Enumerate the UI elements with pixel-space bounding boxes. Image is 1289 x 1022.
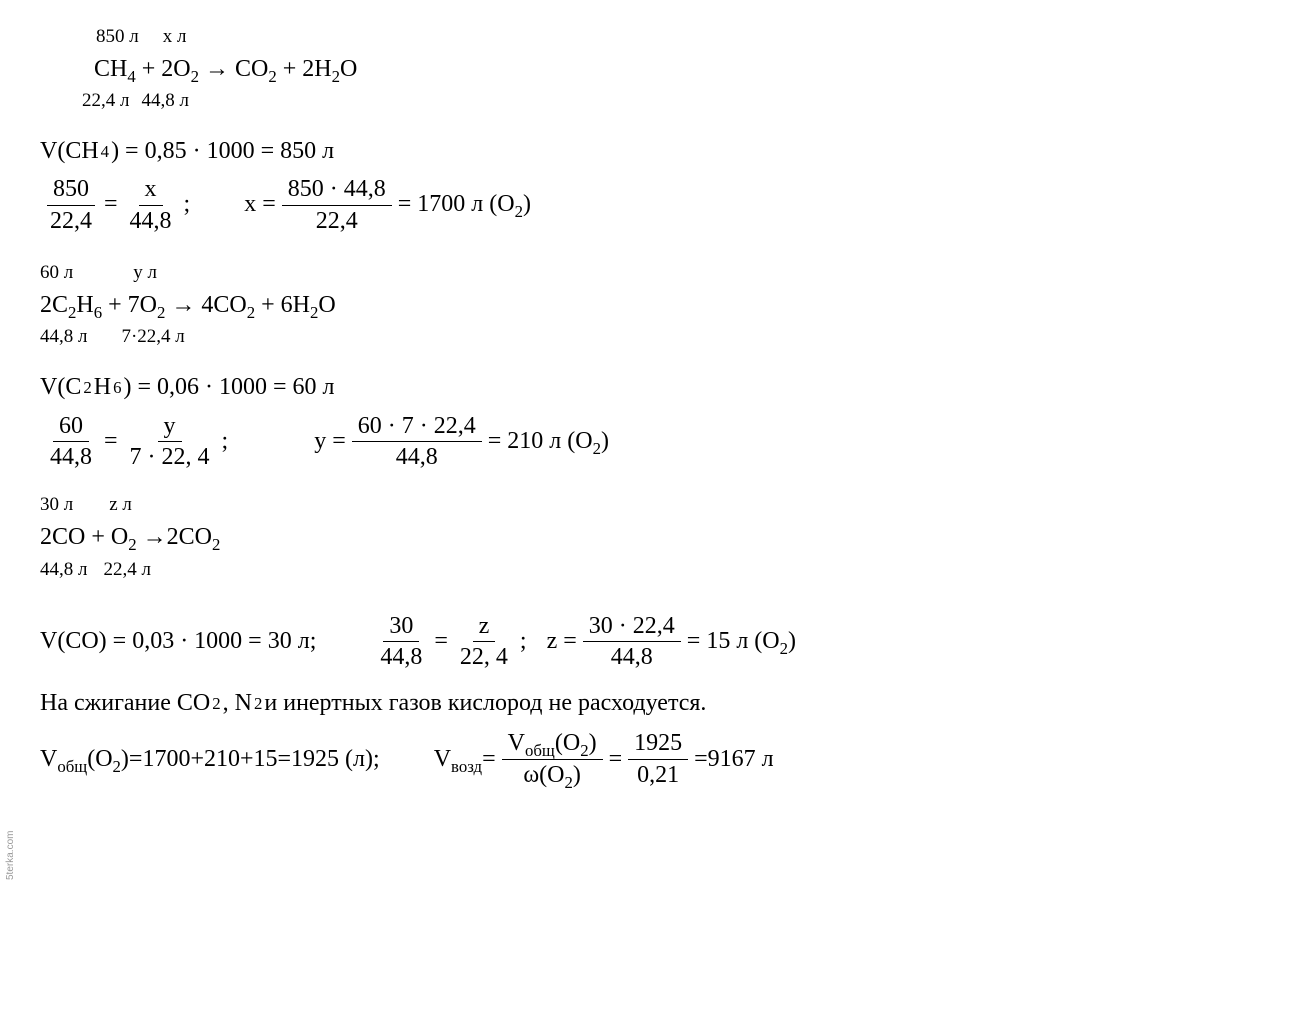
frac-z-2: z 22, 4 [454, 613, 514, 671]
frac-num: z [473, 613, 496, 642]
frac-num: 30 [383, 613, 419, 642]
eq2-top-v2: y л [133, 260, 157, 287]
v-total-o2: Vобщ(O2)=1700+210+15=1925 (л); [40, 743, 380, 777]
frac-y-2: y 7 · 22, 4 [124, 413, 216, 471]
eq1-top-v2: х л [163, 24, 187, 51]
eq3-top-v1: 30 л [40, 492, 73, 519]
frac-den: 44,8 [124, 206, 178, 234]
note-text: На сжигание CO2, N2 и инертных газов кис… [40, 687, 1249, 721]
line-final: Vобщ(O2)=1700+210+15=1925 (л); Vвозд= Vо… [40, 730, 1249, 788]
eq1-bot-v1: 22,4 л [82, 88, 129, 115]
air-result: =9167 л [694, 743, 774, 777]
frac-air-2: 1925 0,21 [628, 730, 688, 788]
z-equals: z = [547, 625, 577, 659]
eq3-bot-v2: 22,4 л [103, 557, 150, 584]
semicolon: ; [222, 425, 229, 459]
eq1-main: CH4 + 2O2 → CO2 + 2H2O [94, 53, 357, 87]
line-vc2h6: V(C2H6) = 0,06 · 1000 = 60 л [40, 371, 1249, 405]
semicolon: ; [520, 625, 527, 659]
frac-den: 44,8 [374, 642, 428, 670]
equation-2-block: 60 л y л 2C2H6 + 7O2 → 4CO2 + 6H2O 44,8 … [40, 260, 336, 351]
eq1-top-v1: 850 л [96, 24, 139, 51]
eq1-bot-v2: 44,8 л [141, 88, 188, 115]
equals: = [434, 625, 448, 659]
frac-num: 1925 [628, 730, 688, 759]
equation-3-block: 30 л z л 2CO + O2 →2CO2 44,8 л 22,4 л [40, 492, 220, 583]
z-result: = 15 л (O2) [687, 625, 796, 659]
frac-den: 22,4 [44, 206, 98, 234]
eq1-top-annotations: 850 л х л [64, 24, 186, 51]
y-result: = 210 л (O2) [488, 425, 609, 459]
eq3-top-v2: z л [109, 492, 132, 519]
frac-x-3: 850 · 44,8 22,4 [282, 176, 392, 234]
frac-den: 44,8 [390, 442, 444, 470]
frac-den: 44,8 [44, 442, 98, 470]
frac-num: 60 [53, 413, 89, 442]
frac-den: 7 · 22, 4 [124, 442, 216, 470]
frac-den: 44,8 [605, 642, 659, 670]
line-vch4: V(CH4) = 0,85 · 1000 = 850 л [40, 135, 1249, 169]
eq3-top-annotations: 30 л z л [40, 492, 132, 519]
line-solve-z: V(CO) = 0,03 · 1000 = 30 л; 30 44,8 = z … [40, 613, 1249, 671]
watermark-text: 5terka.com [4, 831, 18, 880]
frac-num: x [139, 176, 163, 205]
frac-air-1: Vобщ(O2) ω(O2) [502, 730, 603, 788]
eq3-main: 2CO + O2 →2CO2 [40, 521, 220, 555]
x-equals: x = [244, 188, 276, 222]
eq1-bot-annotations: 22,4 л 44,8 л [64, 88, 189, 115]
frac-num: Vобщ(O2) [502, 730, 603, 759]
v-air-lhs: Vвозд= [434, 743, 496, 777]
frac-x-2: x 44,8 [124, 176, 178, 234]
y-equals: y = [314, 425, 346, 459]
frac-z-1: 30 44,8 [374, 613, 428, 671]
eq3-bot-v1: 44,8 л [40, 557, 87, 584]
frac-den: 0,21 [631, 760, 685, 788]
frac-den: 22,4 [310, 206, 364, 234]
frac-y-1: 60 44,8 [44, 413, 98, 471]
line-solve-x: 850 22,4 = x 44,8 ; x = 850 · 44,8 22,4 … [40, 176, 1249, 234]
equals: = [609, 743, 623, 777]
line-solve-y: 60 44,8 = y 7 · 22, 4 ; y = 60 · 7 · 22,… [40, 413, 1249, 471]
equals: = [104, 188, 118, 222]
eq2-main: 2C2H6 + 7O2 → 4CO2 + 6H2O [40, 289, 336, 323]
semicolon: ; [184, 188, 191, 222]
eq3-bot-annotations: 44,8 л 22,4 л [40, 557, 151, 584]
frac-x-1: 850 22,4 [44, 176, 98, 234]
eq2-bot-annotations: 44,8 л 7·22,4 л [40, 324, 185, 351]
frac-num: 850 · 44,8 [282, 176, 392, 205]
eq2-bot-v1: 44,8 л [40, 324, 87, 351]
eq2-bot-v2: 7·22,4 л [121, 324, 184, 351]
eq2-top-annotations: 60 л y л [40, 260, 157, 287]
frac-num: 30 · 22,4 [583, 613, 681, 642]
frac-num: y [158, 413, 182, 442]
vco-text: V(CO) = 0,03 · 1000 = 30 л; [40, 625, 316, 659]
frac-den: 22, 4 [454, 642, 514, 670]
eq2-top-v1: 60 л [40, 260, 73, 287]
equals: = [104, 425, 118, 459]
frac-y-3: 60 · 7 · 22,4 44,8 [352, 413, 482, 471]
frac-z-3: 30 · 22,4 44,8 [583, 613, 681, 671]
equation-1-block: 850 л х л CH4 + 2O2 → CO2 + 2H2O 22,4 л … [64, 24, 357, 115]
frac-num: 850 [47, 176, 95, 205]
frac-num: 60 · 7 · 22,4 [352, 413, 482, 442]
x-result: = 1700 л (O2) [398, 188, 531, 222]
frac-den: ω(O2) [517, 760, 587, 788]
